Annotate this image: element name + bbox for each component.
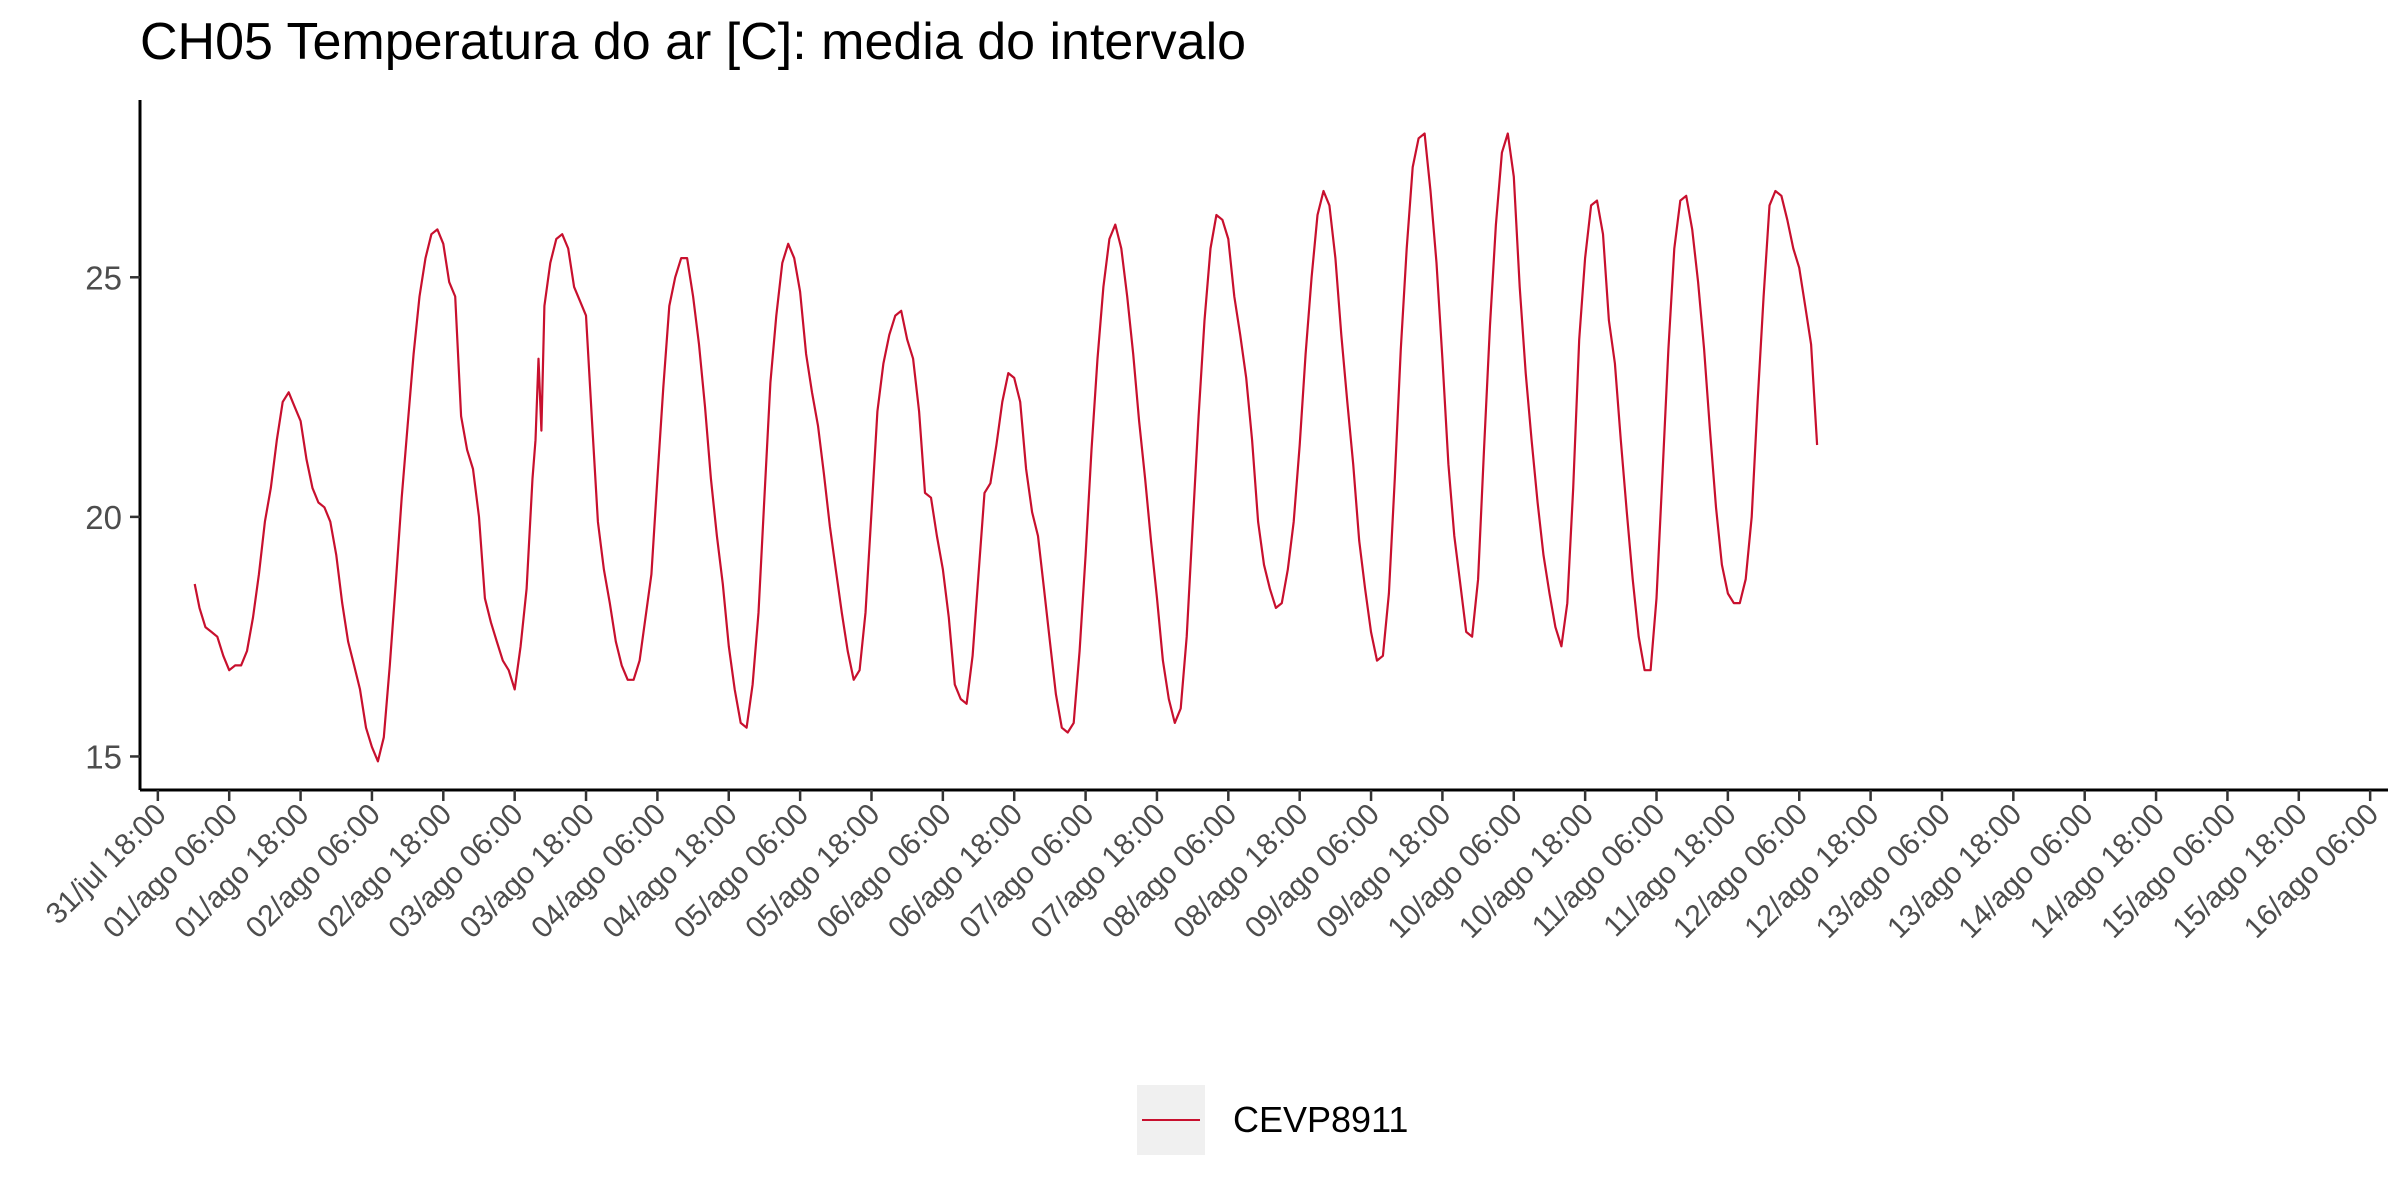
chart-title: CH05 Temperatura do ar [C]: media do int… <box>140 13 1247 71</box>
legend-key-line <box>1142 1119 1200 1121</box>
series-line-0 <box>193 132 1819 763</box>
axes <box>138 100 2388 792</box>
y-tick-label: 20 <box>85 499 122 536</box>
y-tick-label: 15 <box>85 738 122 775</box>
legend-key <box>1137 1085 1205 1155</box>
legend: CEVP8911 <box>1137 1085 1408 1155</box>
y-axis-ticks: 15 20 25 <box>85 259 140 775</box>
series-layer <box>193 132 1819 763</box>
y-tick-label: 25 <box>85 259 122 296</box>
legend-label: CEVP8911 <box>1233 1099 1409 1140</box>
